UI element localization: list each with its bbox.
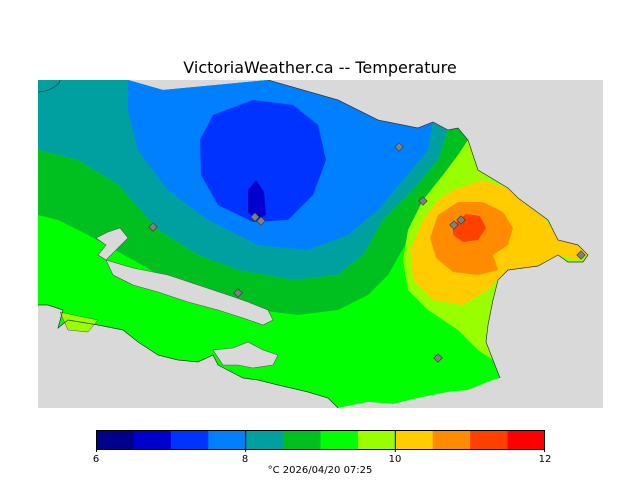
inlet-west (95, 227, 129, 261)
legend-color-swatch (133, 430, 172, 450)
temperature-map (38, 80, 603, 408)
inlet-harbour (105, 259, 274, 326)
legend-tick-label: 6 (92, 454, 100, 465)
legend-color-swatch (357, 430, 396, 450)
map-title: VictoriaWeather.ca -- Temperature (183, 58, 457, 77)
legend-color-swatch (320, 430, 359, 450)
coastline (38, 80, 589, 408)
legend-tick-label: 8 (241, 454, 249, 465)
legend-unit-timestamp: °C 2026/04/20 07:25 (267, 465, 373, 476)
legend-color-swatch (507, 430, 545, 450)
station-marker (456, 215, 466, 225)
legend-tick-label: 12 (538, 454, 552, 465)
station-marker (433, 353, 443, 363)
coastline-corner-nw (38, 80, 61, 93)
region-65-7 (248, 180, 266, 220)
legend-color-swatch (283, 430, 321, 450)
station-marker (233, 288, 243, 298)
legend-color-swatch (96, 430, 134, 450)
weather-stations (148, 142, 586, 363)
lower-sea-east (338, 80, 603, 408)
legend-tick-label: 10 (388, 454, 402, 465)
station-marker (418, 196, 428, 206)
station-marker (449, 220, 459, 230)
region-85-9-west (38, 128, 468, 315)
station-marker (148, 222, 158, 232)
legend-color-swatch (208, 430, 247, 450)
lower-sea (38, 305, 338, 408)
inlet-south (212, 341, 279, 369)
color-legend (96, 430, 545, 452)
station-marker (250, 212, 260, 222)
legend-color-swatch (395, 430, 434, 450)
legend-color-swatch (470, 430, 509, 450)
station-marker (256, 216, 266, 226)
station-marker (576, 250, 586, 260)
legend-color-swatch (245, 430, 284, 450)
legend-color-swatch (170, 430, 209, 450)
legend-color-swatch (432, 430, 471, 450)
station-marker (394, 142, 404, 152)
region-7-75 (200, 100, 326, 222)
